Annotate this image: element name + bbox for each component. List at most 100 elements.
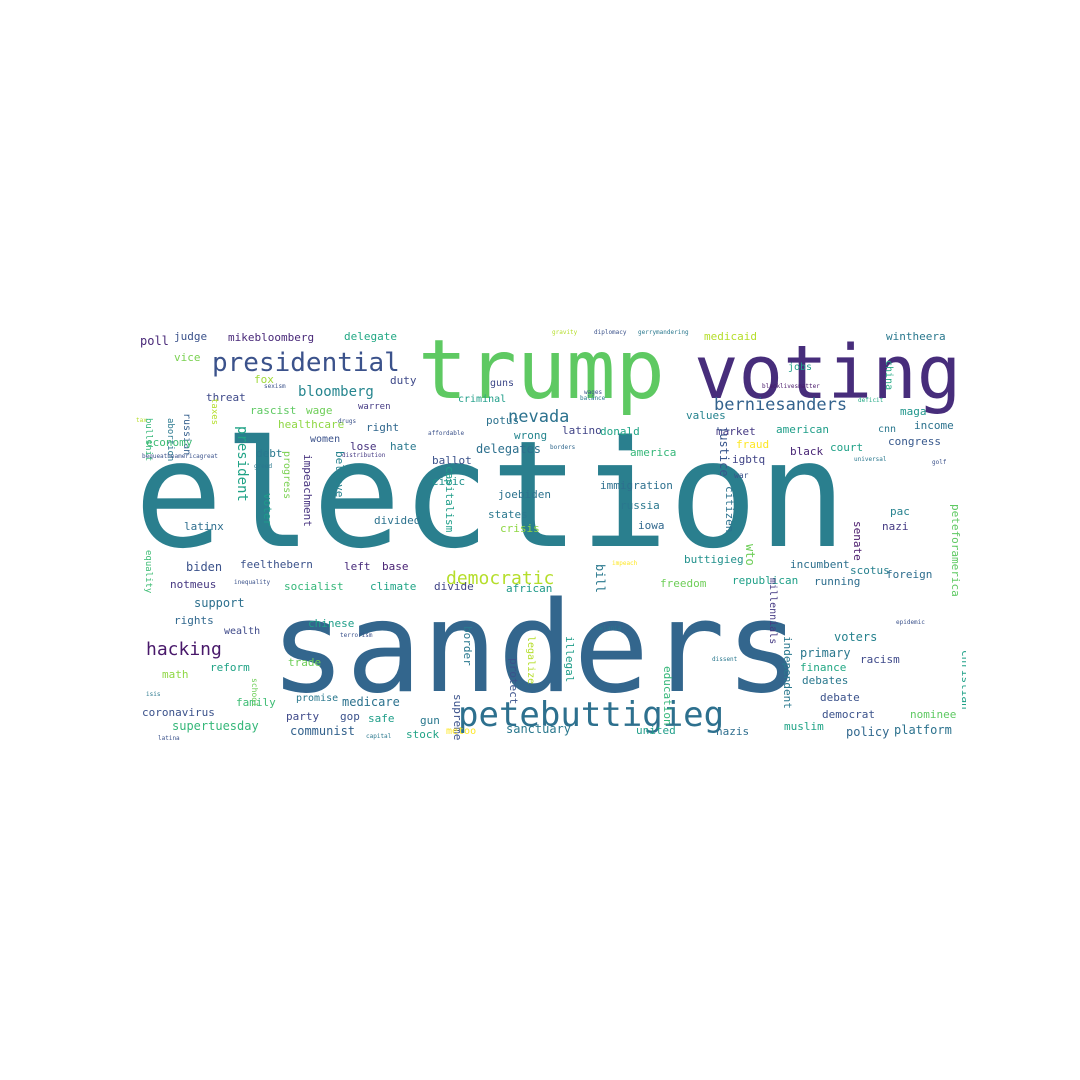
cloud-word-bullshit: bullshit [143, 418, 153, 461]
cloud-word-trade: trade [288, 656, 321, 669]
cloud-word-policy: policy [846, 725, 889, 739]
cloud-word-reform: reform [210, 661, 250, 674]
cloud-word-millennials: millennials [767, 578, 778, 644]
cloud-word-muslim: muslim [784, 720, 824, 733]
cloud-word-abortion: abortion [165, 418, 175, 461]
cloud-word-latinx: latinx [184, 520, 224, 533]
cloud-word-crisis: crisis [500, 522, 540, 535]
cloud-word-freedom: freedom [660, 577, 707, 590]
cloud-word-immigration: immigration [600, 479, 673, 492]
cloud-word-guns: guns [490, 378, 514, 389]
cloud-word-legalize: legalize [525, 636, 536, 684]
cloud-word-democrat: democrat [822, 708, 875, 721]
cloud-word-black: black [790, 445, 823, 458]
cloud-word-democratic: democratic [446, 568, 554, 589]
cloud-word-petebuttigieg: petebuttigieg [458, 695, 724, 735]
cloud-word-donald: donald [600, 425, 640, 438]
cloud-word-impeachment: impeachment [301, 454, 314, 527]
cloud-word-chinese: chinese [308, 617, 354, 630]
cloud-word-mikebloomberg: mikebloomberg [228, 331, 314, 344]
cloud-word-math: math [162, 668, 189, 681]
cloud-word-sexism: sexism [264, 383, 286, 390]
cloud-word-diplomacy: diplomacy [594, 329, 627, 336]
cloud-word-stock: stock [406, 728, 439, 741]
cloud-word-balance: balance [580, 395, 606, 402]
cloud-word-epidemic: epidemic [896, 619, 925, 626]
cloud-word-socialist: socialist [284, 580, 344, 593]
cloud-word-healthcare: healthcare [278, 418, 344, 431]
cloud-word-judge: judge [174, 330, 207, 343]
cloud-word-impeach: impeach [612, 560, 638, 567]
cloud-word-family: family [236, 696, 276, 709]
cloud-word-greed: greed [254, 463, 272, 470]
cloud-word-voting: voting [694, 330, 961, 416]
cloud-word-affordable: affordable [428, 430, 465, 437]
cloud-word-income: income [914, 419, 954, 432]
cloud-word-election: election [134, 409, 847, 581]
cloud-word-latina: latina [158, 735, 180, 742]
cloud-word-nevada: nevada [508, 407, 569, 427]
cloud-word-capitalism: capitalism [443, 466, 456, 533]
cloud-word-peteforamerica: peteforamerica [949, 504, 962, 597]
cloud-word-divide: divide [434, 580, 474, 593]
cloud-word-nominee: nominee [910, 708, 956, 721]
cloud-word-coronavirus: coronavirus [142, 706, 215, 719]
cloud-word-finance: finance [800, 661, 846, 674]
cloud-word-criminal: criminal [458, 394, 506, 405]
cloud-word-isis: isis [146, 691, 161, 698]
cloud-word-duty: duty [390, 374, 417, 387]
cloud-word-wrong: wrong [514, 429, 547, 442]
cloud-word-iowa: iowa [638, 519, 665, 532]
word-cloud: election sanders trump voting petebuttigieg p… [128, 326, 966, 744]
cloud-word-racism: racism [860, 653, 900, 666]
cloud-word-dissent: dissent [712, 656, 738, 663]
cloud-word-taxes: taxes [209, 398, 219, 425]
cloud-word-support: support [194, 596, 245, 610]
cloud-word-scotus: scotus [850, 564, 890, 577]
cloud-word-united: united [636, 724, 676, 737]
cloud-word-nazis: nazis [716, 725, 749, 738]
cloud-word-capital: capital [366, 733, 392, 740]
cloud-word-bequeatheamericagreat: bequeatheamericagreat [142, 453, 218, 460]
cloud-word-china: china [883, 360, 894, 390]
cloud-word-states: states [488, 508, 528, 521]
cloud-word-borders: borders [550, 444, 576, 451]
cloud-word-market: market [716, 425, 756, 438]
cloud-word-trump: trump [418, 326, 665, 418]
cloud-word-presidential: presidential [212, 348, 400, 378]
cloud-word-supertuesday: supertuesday [172, 719, 259, 733]
cloud-word-supreme: supreme [451, 694, 464, 740]
cloud-word-divided: divided [374, 514, 420, 527]
cloud-word-fox: fox [254, 373, 274, 386]
cloud-word-gun: gun [420, 714, 440, 727]
cloud-word-golf: golf [932, 459, 947, 466]
cloud-word-civic: civic [432, 475, 465, 488]
cloud-word-president: president [234, 426, 250, 502]
cloud-word-fraud: fraud [736, 438, 769, 451]
cloud-word-nazi: nazi [882, 520, 909, 533]
cloud-word-incumbent: incumbent [790, 558, 850, 571]
cloud-word-independent: independent [781, 636, 794, 709]
cloud-word-progress: progress [281, 451, 292, 499]
cloud-word-debate: debate [820, 691, 860, 704]
cloud-word-wage: wage [306, 404, 333, 417]
cloud-word-congress: congress [888, 435, 941, 448]
cloud-word-wages: wages [584, 389, 602, 396]
cloud-word-senate: senate [851, 521, 864, 561]
cloud-word-deficit: deficit [858, 397, 884, 404]
cloud-word-right: right [366, 421, 399, 434]
cloud-word-drugs: drugs [338, 418, 356, 425]
cloud-word-delegate: delegate [344, 330, 397, 343]
cloud-word-economy: economy [146, 436, 193, 449]
cloud-word-medicare: medicare [342, 695, 400, 709]
cloud-word-voter: voter [261, 493, 274, 526]
cloud-word-protect: protect [507, 658, 520, 704]
cloud-word-buttigieg: buttigieg [684, 553, 744, 566]
cloud-word-primary: primary [800, 646, 851, 660]
cloud-word-inequality: inequality [234, 579, 271, 586]
cloud-word-illegal: illegal [563, 636, 576, 682]
cloud-word-gop: gop [340, 710, 360, 723]
cloud-word-distribution: distribution [342, 452, 386, 459]
cloud-word-melania: melania [596, 625, 622, 632]
